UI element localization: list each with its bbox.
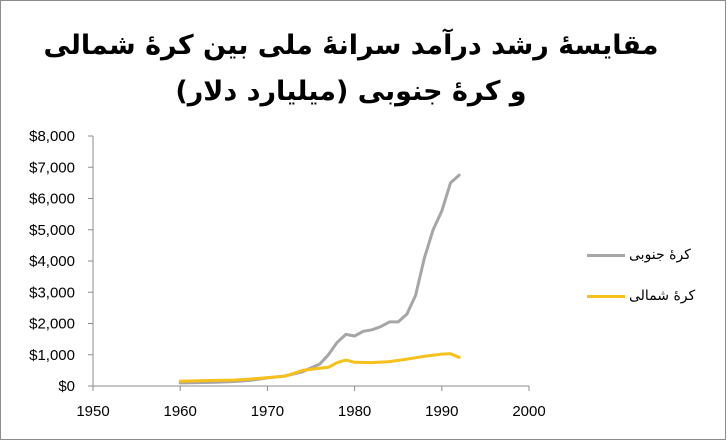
y-tick-label: $4,000 <box>29 253 75 270</box>
x-tick-label: 2000 <box>512 403 545 420</box>
legend-label-south-korea: کرهٔ جنوبی <box>629 247 691 263</box>
series-line-south-korea <box>178 173 461 385</box>
legend-item-south-korea: کرهٔ جنوبی <box>587 244 707 268</box>
y-tick-label: $2,000 <box>29 316 75 333</box>
legend-swatch-south-korea <box>587 254 625 257</box>
y-tick-label: $3,000 <box>29 284 75 301</box>
x-tick-label: 1990 <box>425 403 458 420</box>
x-tick-label: 1980 <box>338 403 371 420</box>
y-tick-label: $5,000 <box>29 222 75 239</box>
legend-label-north-korea: کرهٔ شمالی <box>629 288 696 304</box>
y-tick-label: $6,000 <box>29 191 75 208</box>
y-tick-label: $1,000 <box>29 347 75 364</box>
x-tick-label: 1950 <box>76 403 109 420</box>
series-line-north-korea <box>178 352 461 383</box>
y-tick-label: $0 <box>58 378 75 395</box>
legend-item-north-korea: کرهٔ شمالی <box>587 285 707 309</box>
y-tick-label: $7,000 <box>29 159 75 176</box>
x-tick-label: 1960 <box>164 403 197 420</box>
x-tick-label: 1970 <box>251 403 284 420</box>
legend-swatch-north-korea <box>587 295 625 298</box>
chart-title: مقایسهٔ رشد درآمد سرانهٔ ملی بین کرهٔ شم… <box>43 30 659 107</box>
y-tick-label: $8,000 <box>29 128 75 145</box>
